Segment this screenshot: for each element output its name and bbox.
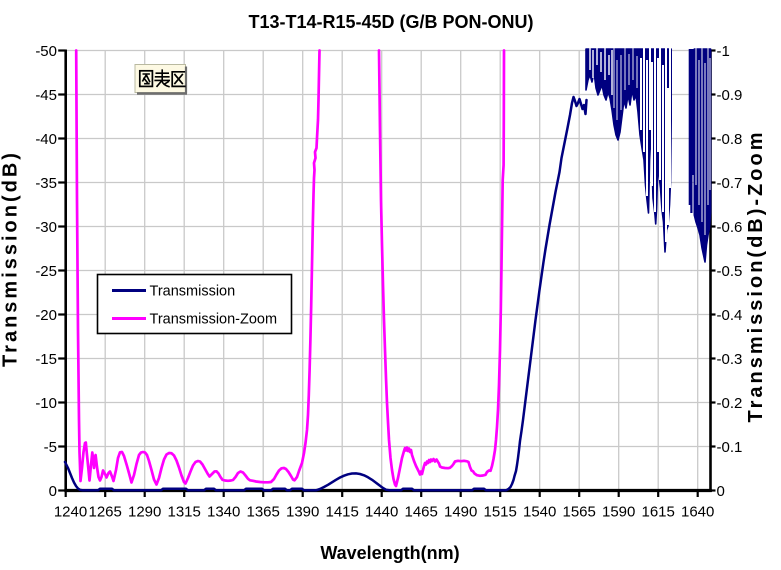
- svg-text:1440: 1440: [365, 504, 398, 521]
- svg-text:1590: 1590: [602, 504, 635, 521]
- svg-text:Transmission(dB)-Zoom: Transmission(dB)-Zoom: [745, 129, 767, 422]
- svg-text:-0.2: -0.2: [717, 395, 743, 412]
- svg-text:-0.6: -0.6: [717, 219, 743, 236]
- svg-text:-5: -5: [44, 439, 57, 456]
- svg-text:1640: 1640: [681, 504, 714, 521]
- svg-text:1365: 1365: [247, 504, 280, 521]
- svg-text:-0.8: -0.8: [717, 131, 743, 148]
- svg-text:-25: -25: [35, 263, 57, 280]
- svg-text:1615: 1615: [642, 504, 675, 521]
- svg-text:-35: -35: [35, 175, 57, 192]
- svg-text:Transmission: Transmission: [150, 284, 236, 300]
- svg-text:-0.3: -0.3: [717, 351, 743, 368]
- svg-text:1540: 1540: [523, 504, 556, 521]
- svg-text:1340: 1340: [207, 504, 240, 521]
- svg-text:-30: -30: [35, 219, 57, 236]
- svg-text:-0.9: -0.9: [717, 87, 743, 104]
- svg-text:Transmission(dB): Transmission(dB): [0, 150, 22, 367]
- svg-text:1465: 1465: [405, 504, 438, 521]
- svg-text:0: 0: [49, 483, 57, 500]
- svg-text:-0.4: -0.4: [717, 307, 743, 324]
- svg-text:-45: -45: [35, 87, 57, 104]
- svg-text:T13-T14-R15-45D (G/B PON-ONU): T13-T14-R15-45D (G/B PON-ONU): [248, 12, 533, 32]
- svg-text:-40: -40: [35, 131, 57, 148]
- svg-text:-0.7: -0.7: [717, 175, 743, 192]
- svg-text:1515: 1515: [484, 504, 517, 521]
- svg-text:1390: 1390: [286, 504, 319, 521]
- svg-text:-50: -50: [35, 43, 57, 60]
- svg-text:1315: 1315: [168, 504, 201, 521]
- svg-text:Wavelength(nm): Wavelength(nm): [320, 543, 459, 563]
- svg-text:1565: 1565: [563, 504, 596, 521]
- svg-text:1290: 1290: [128, 504, 161, 521]
- svg-text:-0.1: -0.1: [717, 439, 743, 456]
- svg-text:1265: 1265: [89, 504, 122, 521]
- svg-text:0: 0: [717, 483, 725, 500]
- svg-text:-1: -1: [717, 43, 730, 60]
- svg-text:1490: 1490: [444, 504, 477, 521]
- svg-text:Transmission-Zoom: Transmission-Zoom: [150, 312, 278, 328]
- svg-text:1240: 1240: [54, 504, 87, 521]
- svg-text:-0.5: -0.5: [717, 263, 743, 280]
- svg-text:-10: -10: [35, 395, 57, 412]
- svg-text:1415: 1415: [326, 504, 359, 521]
- svg-text:-20: -20: [35, 307, 57, 324]
- svg-text:-15: -15: [35, 351, 57, 368]
